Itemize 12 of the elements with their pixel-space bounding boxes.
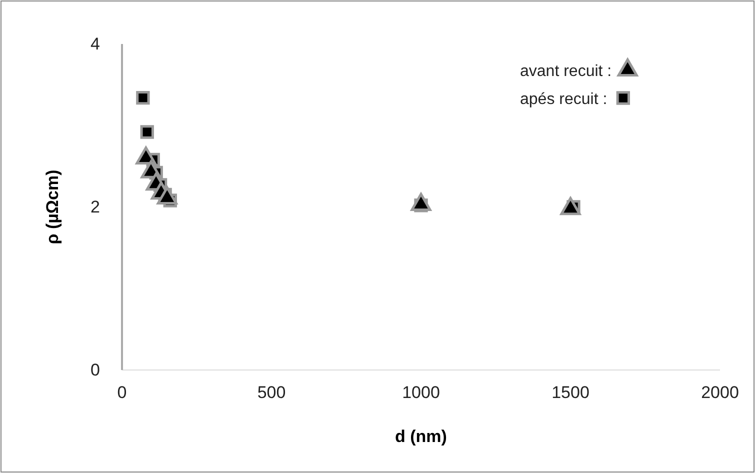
x-axis-title: d (nm) bbox=[395, 427, 447, 446]
x-tick-label: 1000 bbox=[402, 383, 440, 402]
legend-label: avant recuit : bbox=[520, 63, 612, 80]
y-tick-label: 4 bbox=[90, 34, 100, 54]
y-axis-title: ρ (µΩcm) bbox=[43, 170, 62, 244]
y-tick-label: 2 bbox=[90, 197, 100, 216]
x-tick-label: 1500 bbox=[552, 383, 590, 402]
y-tick-label: 0 bbox=[90, 360, 100, 380]
x-tick-label: 2000 bbox=[701, 383, 739, 402]
x-tick-label: 500 bbox=[257, 383, 286, 402]
x-tick-label: 0 bbox=[117, 383, 127, 402]
legend-label: apés recuit : bbox=[520, 91, 608, 108]
